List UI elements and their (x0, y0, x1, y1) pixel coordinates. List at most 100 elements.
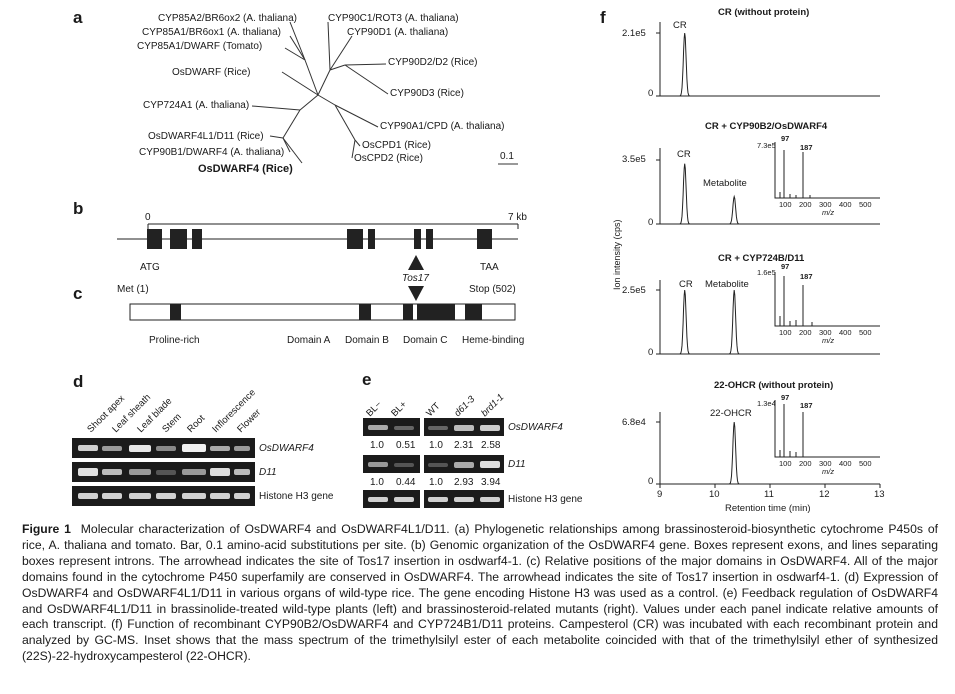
gene-label-e-osdwarf4: OsDWARF4 (508, 422, 563, 433)
caption-text: Molecular characterization of OsDWARF4 a… (22, 522, 939, 664)
panel-label-c: c (73, 284, 83, 303)
f-zero-4: 0 (648, 476, 654, 487)
figure-caption: Figure 1 Molecular characterization of O… (22, 522, 938, 665)
gene-label-d-histone: Histone H3 gene (259, 491, 334, 502)
f-xtick-11: 11 (764, 489, 774, 500)
panel-label-d: d (73, 372, 84, 391)
inset-ymax-3: 1.3e4 (757, 399, 776, 408)
e-val-2-4: 2.93 (454, 477, 474, 488)
taxon-cyp85a2: CYP85A2/BR6ox2 (A. thaliana) (158, 13, 297, 24)
f-peak-cr-2: CR (677, 149, 691, 160)
e-val-2-2: 0.44 (396, 477, 416, 488)
f-ymax-2: 3.5e5 (622, 154, 646, 165)
gene-scale-start: 0 (145, 212, 151, 223)
taxon-oscpd2: OsCPD2 (Rice) (354, 153, 423, 164)
inset1-xt-400: 400 (839, 200, 852, 209)
atg-label: ATG (140, 262, 160, 273)
f-peak-22ohcr-4: 22-OHCR (710, 408, 752, 419)
taxon-osdwarf4l1-d11: OsDWARF4L1/D11 (Rice) (148, 131, 264, 142)
domain-c: Domain C (403, 335, 448, 346)
domain-proline-rich: Proline-rich (149, 335, 200, 346)
e-val-2-3: 1.0 (429, 477, 443, 488)
domain-b: Domain B (345, 335, 389, 346)
f-title-3: CR + CYP724B/D11 (718, 253, 805, 264)
blot-e-right-histone (424, 490, 504, 508)
e-val-1-2: 0.51 (396, 440, 416, 451)
taxon-cyp90b1-dwarf4: CYP90B1/DWARF4 (A. thaliana) (139, 147, 285, 158)
blot-e-right-osdwarf4 (424, 418, 504, 436)
chromatogram-trace-2 (660, 163, 880, 225)
taxon-cyp90a1: CYP90A1/CPD (A. thaliana) (380, 121, 505, 132)
blot-e-right-d11 (424, 455, 504, 473)
inset3-xt-500: 500 (859, 459, 872, 468)
f-title-1: CR (without protein) (718, 7, 810, 18)
f-xlabel: Retention time (min) (725, 503, 811, 514)
inset3-xlabel: m/z (822, 467, 835, 476)
inset-1-p187: 187 (800, 143, 813, 152)
inset-3-p97: 97 (781, 393, 790, 402)
inset-ymax-2: 1.6e5 (757, 268, 776, 277)
f-zero-3: 0 (648, 347, 654, 358)
inset3-xt-400: 400 (839, 459, 852, 468)
taxon-osdwarf4: OsDWARF4 (Rice) (198, 163, 293, 175)
taxon-osdwarf: OsDWARF (Rice) (172, 67, 251, 78)
f-xtick-12: 12 (819, 489, 830, 500)
blot-d-d11 (72, 462, 255, 482)
gene-label-e-d11: D11 (508, 459, 526, 470)
gene-label-e-histone: Histone H3 gene (508, 494, 583, 505)
taxon-cyp90d2: CYP90D2/D2 (Rice) (388, 57, 478, 68)
inset2-xt-300: 300 (819, 328, 832, 337)
inset1-xt-100: 100 (779, 200, 792, 209)
blot-d-osdwarf4 (72, 438, 255, 458)
blot-e-left-d11 (363, 455, 420, 473)
gene-scale-end: 7 kb (508, 212, 527, 223)
protein-stop-label: Stop (502) (469, 284, 516, 295)
e-val-1-4: 2.31 (454, 440, 474, 451)
caption-label: Figure 1 (22, 522, 71, 536)
f-xtick-10: 10 (709, 489, 720, 500)
inset-1-p97: 97 (781, 134, 790, 143)
inset3-xt-200: 200 (799, 459, 812, 468)
inset2-xlabel: m/z (822, 336, 835, 345)
gene-label-d-osdwarf4: OsDWARF4 (259, 443, 314, 454)
chromatogram-trace-4 (660, 421, 880, 485)
e-val-1-5: 2.58 (481, 440, 501, 451)
gene-label-d-d11: D11 (259, 467, 277, 478)
panel-label-e: e (362, 370, 372, 389)
f-peak-met-3: Metabolite (705, 279, 749, 290)
scale-bar-label: 0.1 (500, 151, 514, 162)
e-val-1-3: 1.0 (429, 440, 443, 451)
f-peak-met-2: Metabolite (703, 178, 747, 189)
inset3-xt-100: 100 (779, 459, 792, 468)
f-ymax-1: 2.1e5 (622, 28, 646, 39)
taxon-cyp90d1: CYP90D1 (A. thaliana) (347, 27, 449, 38)
domain-heme-binding: Heme-binding (462, 335, 525, 346)
f-ymax-4: 6.8e4 (622, 417, 646, 428)
inset1-xt-300: 300 (819, 200, 832, 209)
e-val-2-1: 1.0 (370, 477, 384, 488)
taxon-cyp85a1-br6ox1: CYP85A1/BR6ox1 (A. thaliana) (142, 27, 281, 38)
chromatogram-trace-3 (660, 289, 880, 355)
f-zero-2: 0 (648, 217, 654, 228)
inset2-xt-100: 100 (779, 328, 792, 337)
e-val-1-1: 1.0 (370, 440, 384, 451)
taxon-cyp724a1: CYP724A1 (A. thaliana) (143, 100, 250, 111)
blot-e-left-histone (363, 490, 420, 508)
taxon-cyp90c1: CYP90C1/ROT3 (A. thaliana) (328, 13, 459, 24)
taxon-oscpd1: OsCPD1 (Rice) (362, 140, 431, 151)
inset2-xt-500: 500 (859, 328, 872, 337)
inset3-xt-300: 300 (819, 459, 832, 468)
f-zero-1: 0 (648, 88, 654, 99)
f-xtick-13: 13 (874, 489, 885, 500)
chromatogram-trace-1 (660, 32, 880, 97)
f-title-4: 22-OHCR (without protein) (714, 380, 834, 391)
f-xtick-9: 9 (657, 489, 663, 500)
taxon-cyp85a1-dwarf: CYP85A1/DWARF (Tomato) (137, 41, 263, 52)
inset-3-p187: 187 (800, 401, 813, 410)
inset2-xt-200: 200 (799, 328, 812, 337)
taxon-cyp90d3: CYP90D3 (Rice) (390, 88, 464, 99)
